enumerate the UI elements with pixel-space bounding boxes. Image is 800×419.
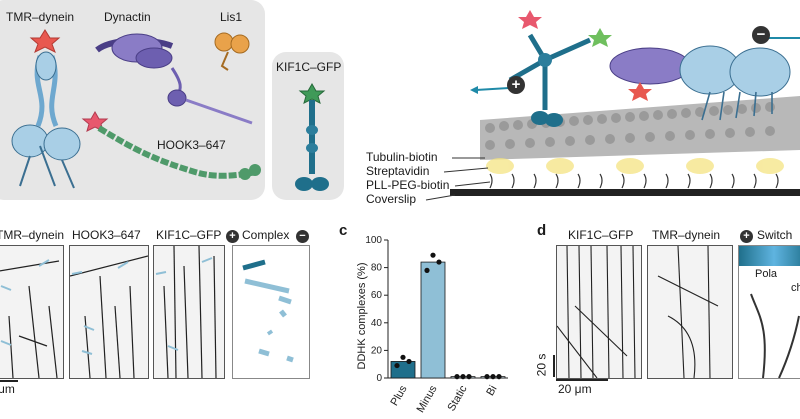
chart-point [436, 259, 442, 265]
kymograph-tmr-dynein [0, 245, 64, 379]
label-lis1: Lis1 [220, 10, 243, 24]
chart-x-tick-label: Minus [415, 383, 440, 415]
polarity-text: Pola [755, 268, 778, 280]
label-pll-peg-biotin: PLL-PEG-biotin [366, 178, 450, 192]
panel-d-kymograph-kif1c [556, 245, 642, 379]
chart-y-tick-label: 60 [371, 290, 383, 301]
panel-d-kymograph-tmr-dynein [647, 245, 733, 379]
label-kif1c: KIF1C–GFP [276, 60, 342, 74]
pll-peg-layer [489, 173, 779, 189]
panel-d-header-tmr-dynein: TMR–dynein [652, 228, 721, 242]
chart-y-tick-label: 20 [371, 345, 383, 356]
panel-d-time-scale-bar [553, 355, 555, 377]
kymo-plus-symbol: + [226, 230, 239, 243]
chart-point [430, 252, 436, 258]
panel-d-plus-symbol: + [740, 230, 753, 243]
dynein-illustration [11, 29, 81, 189]
chart-y-tick-label: 0 [376, 373, 382, 384]
chart-point [394, 362, 400, 369]
panel-d-space-scale-bar [556, 379, 608, 381]
label-hook3: HOOK3–647 [157, 138, 226, 152]
kymo-header-hook3: HOOK3–647 [72, 228, 141, 242]
streptavidin-layer [486, 158, 784, 174]
chart-point [424, 267, 430, 273]
label-coverslip: Coverslip [366, 192, 417, 206]
chart-y-tick-label: 40 [371, 318, 383, 329]
chart-x-tick-label: Plus [389, 383, 410, 408]
chart-bar-minus [420, 261, 446, 379]
panel-d-header-kif1c: KIF1C–GFP [568, 228, 634, 242]
panel-c-letter: c [339, 222, 348, 239]
kif1c-illustration [295, 82, 329, 191]
chart-point [460, 374, 466, 380]
chart-point [454, 374, 460, 380]
chart-point [406, 358, 412, 365]
kymograph-hook3 [69, 245, 149, 379]
kymograph-complex-schematic [232, 245, 310, 379]
chart-y-tick-label: 100 [365, 235, 382, 246]
label-dynactin: Dynactin [104, 10, 151, 24]
kymo-scale-label: μm [0, 382, 15, 396]
panel-c-chart: 0 20 40 60 80 100 Plus Minus Static Bi [365, 235, 508, 415]
kymograph-kif1c [153, 245, 225, 379]
panel-d-letter: d [537, 222, 547, 239]
plus-end-symbol: + [507, 76, 525, 94]
panel-a-kif1c-box [272, 52, 344, 200]
panel-b-illustration [450, 10, 800, 196]
chart-bar-plus [390, 361, 416, 379]
chart-point [490, 374, 496, 380]
chart-y-tick-label: 80 [371, 263, 383, 274]
label-tmr-dynein: TMR–dynein [6, 10, 75, 24]
label-tubulin-biotin: Tubulin-biotin [366, 150, 438, 164]
panel-d-space-scale: 20 μm [558, 382, 592, 396]
hook3-illustration [81, 110, 261, 180]
kymo-minus-symbol: − [296, 230, 309, 243]
kymo-header-complex: Complex [242, 228, 290, 242]
microtubule [480, 96, 800, 160]
chart-point [400, 354, 406, 360]
panel-d-switch-schematic: Pola ch [738, 245, 800, 379]
coverslip-bar [450, 189, 800, 196]
label-streptavidin: Streptavidin [366, 164, 430, 178]
panel-d-header-switch: Switch [757, 228, 793, 242]
lis1-illustration [214, 32, 250, 71]
panel-d-time-scale: 20 s [534, 353, 549, 377]
chart-point [466, 374, 472, 380]
kymo-header-kif1c: KIF1C–GFP [156, 228, 222, 242]
chart-x-tick-label: Bi [484, 384, 499, 398]
polarity-bar [739, 246, 800, 266]
polarity-text-2: ch [791, 282, 800, 294]
dynactin-illustration [95, 33, 253, 125]
chart-x-tick-label: Static [445, 383, 469, 413]
chart-point [484, 374, 490, 380]
minus-end-symbol: − [752, 26, 770, 44]
kymo-header-tmr-dynein: TMR–dynein [0, 228, 65, 242]
chart-point [496, 374, 502, 380]
kymo-scale-bar [0, 380, 18, 382]
